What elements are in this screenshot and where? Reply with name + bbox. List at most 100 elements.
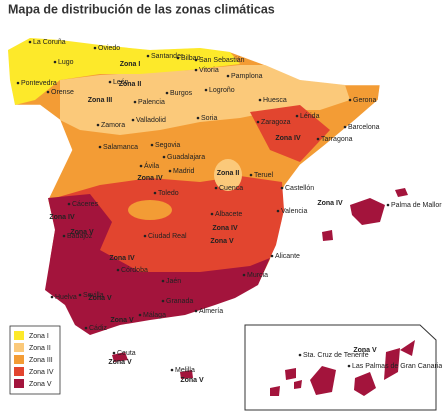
city-label: La Coruña bbox=[33, 39, 66, 46]
city-label: Almería bbox=[199, 308, 223, 315]
city-dot bbox=[96, 123, 100, 127]
city-label: Huesca bbox=[263, 97, 287, 104]
canary-inset bbox=[244, 324, 437, 411]
islands bbox=[112, 188, 408, 379]
zone-label: Zona IV bbox=[212, 225, 238, 232]
city-label: Logroño bbox=[209, 87, 235, 94]
city-dot bbox=[165, 91, 169, 95]
zone-label: Zona III bbox=[88, 97, 113, 104]
city-dot bbox=[194, 58, 198, 62]
city-dot bbox=[150, 143, 154, 147]
city-dot bbox=[112, 351, 116, 355]
zone-label: Zona V bbox=[108, 359, 132, 366]
city-dot bbox=[270, 254, 274, 258]
city-label: León bbox=[113, 79, 129, 86]
city-dot bbox=[210, 212, 214, 216]
city-label: Alicante bbox=[275, 253, 300, 260]
city-label: Las Palmas de Gran Canaria bbox=[352, 363, 442, 370]
city-dot bbox=[53, 60, 57, 64]
legend-label: Zona I bbox=[29, 333, 49, 340]
legend-swatch bbox=[14, 367, 24, 376]
city-dot bbox=[50, 295, 54, 299]
city-label: Soria bbox=[201, 115, 217, 122]
city-label: Barcelona bbox=[348, 124, 380, 131]
city-label: Jaén bbox=[166, 278, 181, 285]
legend-label: Zona V bbox=[29, 381, 52, 388]
city-dot bbox=[133, 100, 137, 104]
map-title: Mapa de distribución de las zonas climát… bbox=[8, 2, 275, 16]
city-label: Badajoz bbox=[67, 233, 93, 240]
zone-label: Zona V bbox=[70, 229, 94, 236]
city-dot bbox=[242, 273, 246, 277]
city-label: Pontevedra bbox=[21, 80, 57, 87]
city-label: Cuenca bbox=[219, 185, 243, 192]
city-label: Melilla bbox=[175, 367, 195, 374]
city-label: Cáceres bbox=[72, 201, 99, 208]
zone-label: Zona V bbox=[210, 238, 234, 245]
city-label: Sta. Cruz de Tenerife bbox=[303, 352, 369, 359]
city-dot bbox=[258, 98, 262, 102]
city-dot bbox=[84, 326, 88, 330]
city-label: Sevilla bbox=[83, 292, 104, 299]
city-dot bbox=[98, 145, 102, 149]
city-dot bbox=[196, 116, 200, 120]
city-dot bbox=[276, 209, 280, 213]
city-dot bbox=[170, 368, 174, 372]
city-dot bbox=[298, 353, 302, 357]
city-dot bbox=[161, 279, 165, 283]
legend-label: Zona II bbox=[29, 345, 51, 352]
city-dot bbox=[139, 164, 143, 168]
city-label: Ávila bbox=[144, 161, 159, 170]
city-label: Burgos bbox=[170, 90, 193, 97]
city-label: Zamora bbox=[101, 122, 125, 129]
city-dot bbox=[295, 114, 299, 118]
city-dot bbox=[249, 173, 253, 177]
zone-label: Zona I bbox=[120, 61, 141, 68]
city-dot bbox=[214, 186, 218, 190]
city-dot bbox=[162, 155, 166, 159]
city-dot bbox=[138, 313, 142, 317]
city-dot bbox=[343, 125, 347, 129]
city-dot bbox=[226, 74, 230, 78]
city-dot bbox=[62, 234, 66, 238]
city-label: Palma de Mallorca bbox=[391, 202, 442, 209]
city-dot bbox=[194, 309, 198, 313]
city-label: Tarragona bbox=[321, 136, 353, 143]
city-label: Pamplona bbox=[231, 73, 263, 80]
city-label: Ceuta bbox=[117, 350, 136, 357]
city-dot bbox=[280, 186, 284, 190]
legend-swatch bbox=[14, 343, 24, 352]
legend-swatch bbox=[14, 355, 24, 364]
city-label: Madrid bbox=[173, 168, 195, 175]
city-dot bbox=[256, 120, 260, 124]
city-label: Castellón bbox=[285, 185, 314, 192]
city-dot bbox=[67, 202, 71, 206]
city-dot bbox=[386, 203, 390, 207]
city-label: Teruel bbox=[254, 172, 274, 179]
city-label: Bilbao bbox=[181, 55, 201, 62]
city-label: Valencia bbox=[281, 208, 307, 215]
city-dot bbox=[194, 68, 198, 72]
city-label: Santander bbox=[151, 53, 184, 60]
city-label: Vitoria bbox=[199, 67, 219, 74]
city-dot bbox=[16, 81, 20, 85]
zone-label: Zona IV bbox=[317, 200, 343, 207]
zone-label: Zona V bbox=[353, 347, 377, 354]
zone-label: Zona IV bbox=[137, 175, 163, 182]
zone-label: Zona V bbox=[110, 317, 134, 324]
city-label: Lugo bbox=[58, 59, 74, 66]
legend-swatch bbox=[14, 379, 24, 388]
zone-label: Zona II bbox=[119, 81, 142, 88]
city-label: Córdoba bbox=[121, 267, 148, 274]
city-dot bbox=[116, 268, 120, 272]
city-label: Palencia bbox=[138, 99, 165, 106]
zone-label: Zona IV bbox=[275, 135, 301, 142]
zone-label: Zona IV bbox=[49, 214, 75, 221]
city-label: Orense bbox=[51, 89, 74, 96]
legend-label: Zona III bbox=[29, 357, 53, 364]
city-label: San Sebastián bbox=[199, 57, 245, 64]
city-label: Lérida bbox=[300, 113, 320, 120]
city-dot bbox=[168, 169, 172, 173]
